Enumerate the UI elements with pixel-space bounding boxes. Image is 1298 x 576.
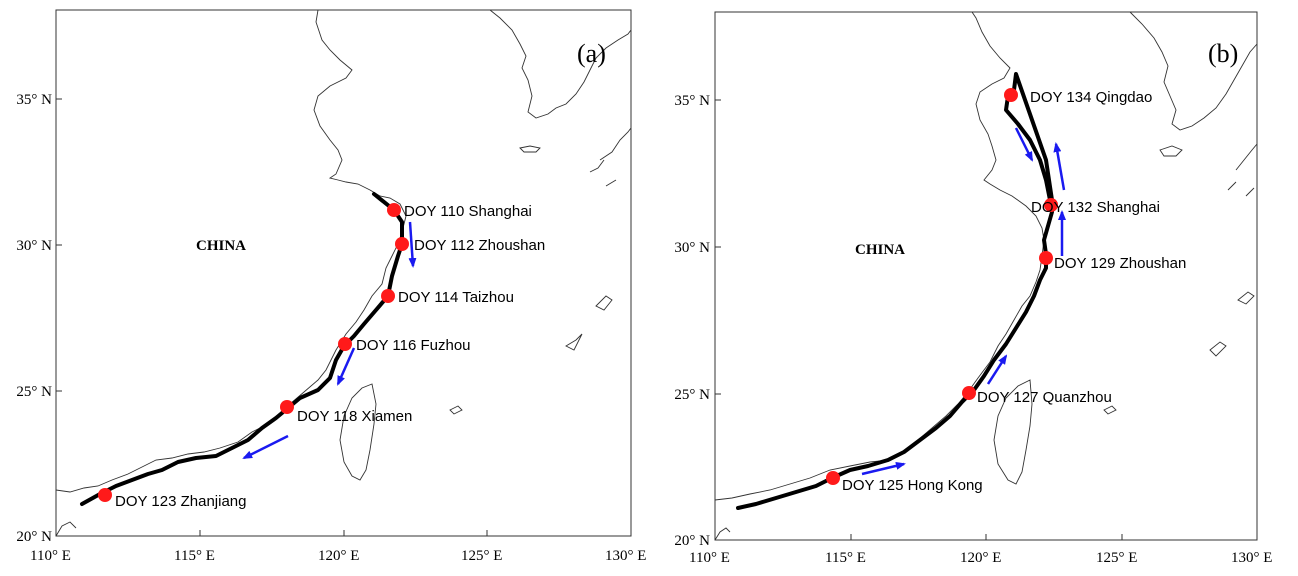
y-tick-label: 25° N <box>674 387 710 403</box>
y-tick-label: 20° N <box>16 529 52 545</box>
x-tick-label: 110° E <box>30 548 71 564</box>
coastline-korea <box>1129 11 1258 131</box>
stop-marker <box>1004 88 1018 102</box>
map-panel-b: DOY 134 Qingdao DOY 132 Shanghai DOY 129… <box>674 11 1272 566</box>
coastline-taiwan <box>993 379 1033 485</box>
stop-marker <box>387 203 401 217</box>
coastline-korea <box>489 9 632 119</box>
y-tick-label: 35° N <box>674 93 710 109</box>
coastline-japan <box>1227 143 1258 197</box>
y-tick-label: 30° N <box>16 238 52 254</box>
direction-arrow <box>861 461 906 476</box>
coastline-japan <box>589 127 632 187</box>
stop-markers: DOY 134 Qingdao DOY 132 Shanghai DOY 129… <box>826 88 1186 494</box>
stop-label: DOY 129 Zhoushan <box>1054 255 1186 272</box>
direction-arrow <box>1014 127 1034 162</box>
stop-marker <box>395 237 409 251</box>
country-label: CHINA <box>196 238 246 254</box>
y-tick-label: 20° N <box>674 533 710 549</box>
stop-label: DOY 127 Quanzhou <box>977 389 1112 406</box>
x-tick-label: 130° E <box>1231 550 1272 566</box>
direction-arrow <box>336 347 356 386</box>
y-tick-label: 30° N <box>674 240 710 256</box>
ship-track <box>80 192 404 506</box>
stop-marker <box>98 488 112 502</box>
stop-marker <box>1039 251 1053 265</box>
x-tick-label: 115° E <box>174 548 215 564</box>
map-frame <box>714 11 1258 541</box>
stop-marker <box>1044 198 1058 212</box>
direction-arrow <box>408 221 417 268</box>
stop-label: DOY 118 Xiamen <box>297 408 412 425</box>
stop-label: DOY 125 Hong Kong <box>842 477 983 494</box>
x-tick-label: 120° E <box>960 550 1001 566</box>
x-tick-label: 125° E <box>1096 550 1137 566</box>
direction-arrow <box>986 354 1008 385</box>
coastline-mainland <box>55 9 407 493</box>
x-tick-label: 120° E <box>318 548 359 564</box>
stop-marker <box>826 471 840 485</box>
stop-label: DOY 123 Zhanjiang <box>115 493 246 510</box>
direction-arrow <box>242 434 289 460</box>
coastline-hainan <box>714 527 731 541</box>
y-tick-label: 35° N <box>16 92 52 108</box>
panel-label: (a) <box>577 39 606 68</box>
country-label: CHINA <box>855 242 905 258</box>
x-tick-label: 125° E <box>461 548 502 564</box>
map-frame <box>55 9 632 537</box>
direction-arrow <box>1053 142 1066 191</box>
coastline-taiwan <box>339 383 377 481</box>
x-tick-label: 130° E <box>605 548 646 564</box>
axis-ticks <box>55 98 488 536</box>
stop-label: DOY 114 Taizhou <box>398 289 514 306</box>
stop-marker <box>962 386 976 400</box>
x-tick-label: 110° E <box>689 550 730 566</box>
stop-label: DOY 110 Shanghai <box>404 203 532 220</box>
coastline-islands <box>1103 145 1255 415</box>
x-tick-label: 115° E <box>825 550 866 566</box>
stop-marker <box>280 400 294 414</box>
axis-ticks <box>714 99 1123 540</box>
stop-label: DOY 132 Shanghai <box>1031 199 1160 216</box>
map-panel-a: DOY 110 Shanghai DOY 112 Zhoushan DOY 11… <box>16 9 646 564</box>
stop-marker <box>381 289 395 303</box>
stop-label: DOY 116 Fuzhou <box>356 337 471 354</box>
coastline-hainan <box>55 521 77 537</box>
stop-label: DOY 112 Zhoushan <box>414 237 545 254</box>
y-tick-label: 25° N <box>16 384 52 400</box>
stop-marker <box>338 337 352 351</box>
stop-markers: DOY 110 Shanghai DOY 112 Zhoushan DOY 11… <box>98 203 545 510</box>
ship-track <box>736 72 1054 510</box>
coastline-mainland <box>714 11 1045 501</box>
coastline-islands <box>449 145 613 415</box>
panel-label: (b) <box>1208 39 1238 68</box>
stop-label: DOY 134 Qingdao <box>1030 89 1152 106</box>
